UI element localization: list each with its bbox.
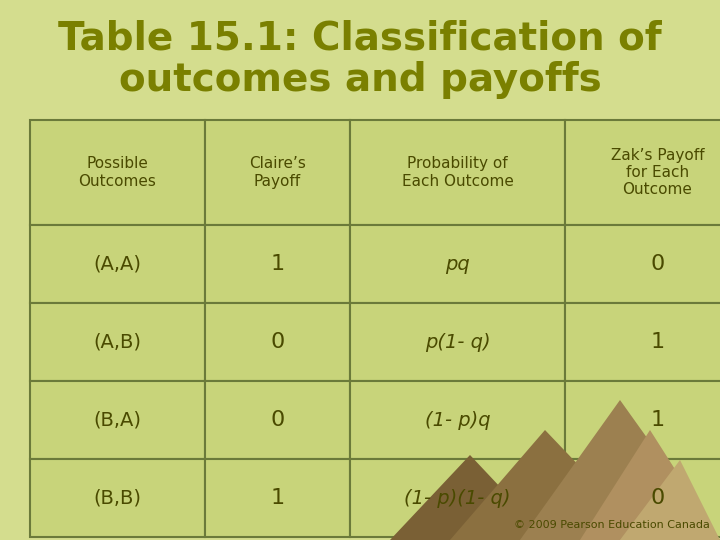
Bar: [350, 120, 565, 225]
Polygon shape: [520, 400, 720, 540]
Bar: [565, 120, 720, 225]
Text: Zak’s Payoff
for Each
Outcome: Zak’s Payoff for Each Outcome: [611, 147, 704, 198]
Text: 1: 1: [650, 410, 665, 430]
Text: (B,B): (B,B): [94, 489, 142, 508]
Bar: [30, 381, 205, 459]
Text: © 2009 Pearson Education Canada: © 2009 Pearson Education Canada: [514, 520, 710, 530]
Bar: [350, 303, 565, 381]
Text: (1- p)(1- q): (1- p)(1- q): [404, 489, 510, 508]
Text: 0: 0: [650, 254, 665, 274]
Text: 0: 0: [650, 488, 665, 508]
Bar: [205, 459, 350, 537]
Bar: [205, 120, 350, 225]
Polygon shape: [390, 455, 550, 540]
Text: (1- p)q: (1- p)q: [425, 410, 490, 429]
Text: Table 15.1: Classification of: Table 15.1: Classification of: [58, 19, 662, 57]
Text: 1: 1: [271, 488, 284, 508]
Text: outcomes and payoffs: outcomes and payoffs: [119, 61, 601, 99]
Text: 1: 1: [650, 332, 665, 352]
Text: 1: 1: [271, 254, 284, 274]
Bar: [565, 225, 720, 303]
Bar: [565, 381, 720, 459]
Bar: [30, 303, 205, 381]
Bar: [30, 225, 205, 303]
Text: (B,A): (B,A): [94, 410, 142, 429]
Bar: [565, 303, 720, 381]
Text: (A,B): (A,B): [94, 333, 142, 352]
Bar: [350, 225, 565, 303]
Bar: [30, 459, 205, 537]
Polygon shape: [620, 460, 720, 540]
Text: Possible
Outcomes: Possible Outcomes: [78, 156, 156, 188]
Text: (A,A): (A,A): [94, 254, 142, 273]
Bar: [30, 120, 205, 225]
Bar: [205, 381, 350, 459]
Bar: [350, 459, 565, 537]
Text: 0: 0: [271, 410, 284, 430]
Polygon shape: [450, 430, 650, 540]
Bar: [205, 225, 350, 303]
Text: Probability of
Each Outcome: Probability of Each Outcome: [402, 156, 513, 188]
Text: Claire’s
Payoff: Claire’s Payoff: [249, 156, 306, 188]
Text: p(1- q): p(1- q): [425, 333, 490, 352]
Bar: [565, 459, 720, 537]
Bar: [350, 381, 565, 459]
Text: 0: 0: [271, 332, 284, 352]
Text: pq: pq: [445, 254, 470, 273]
Polygon shape: [580, 430, 720, 540]
Bar: [205, 303, 350, 381]
